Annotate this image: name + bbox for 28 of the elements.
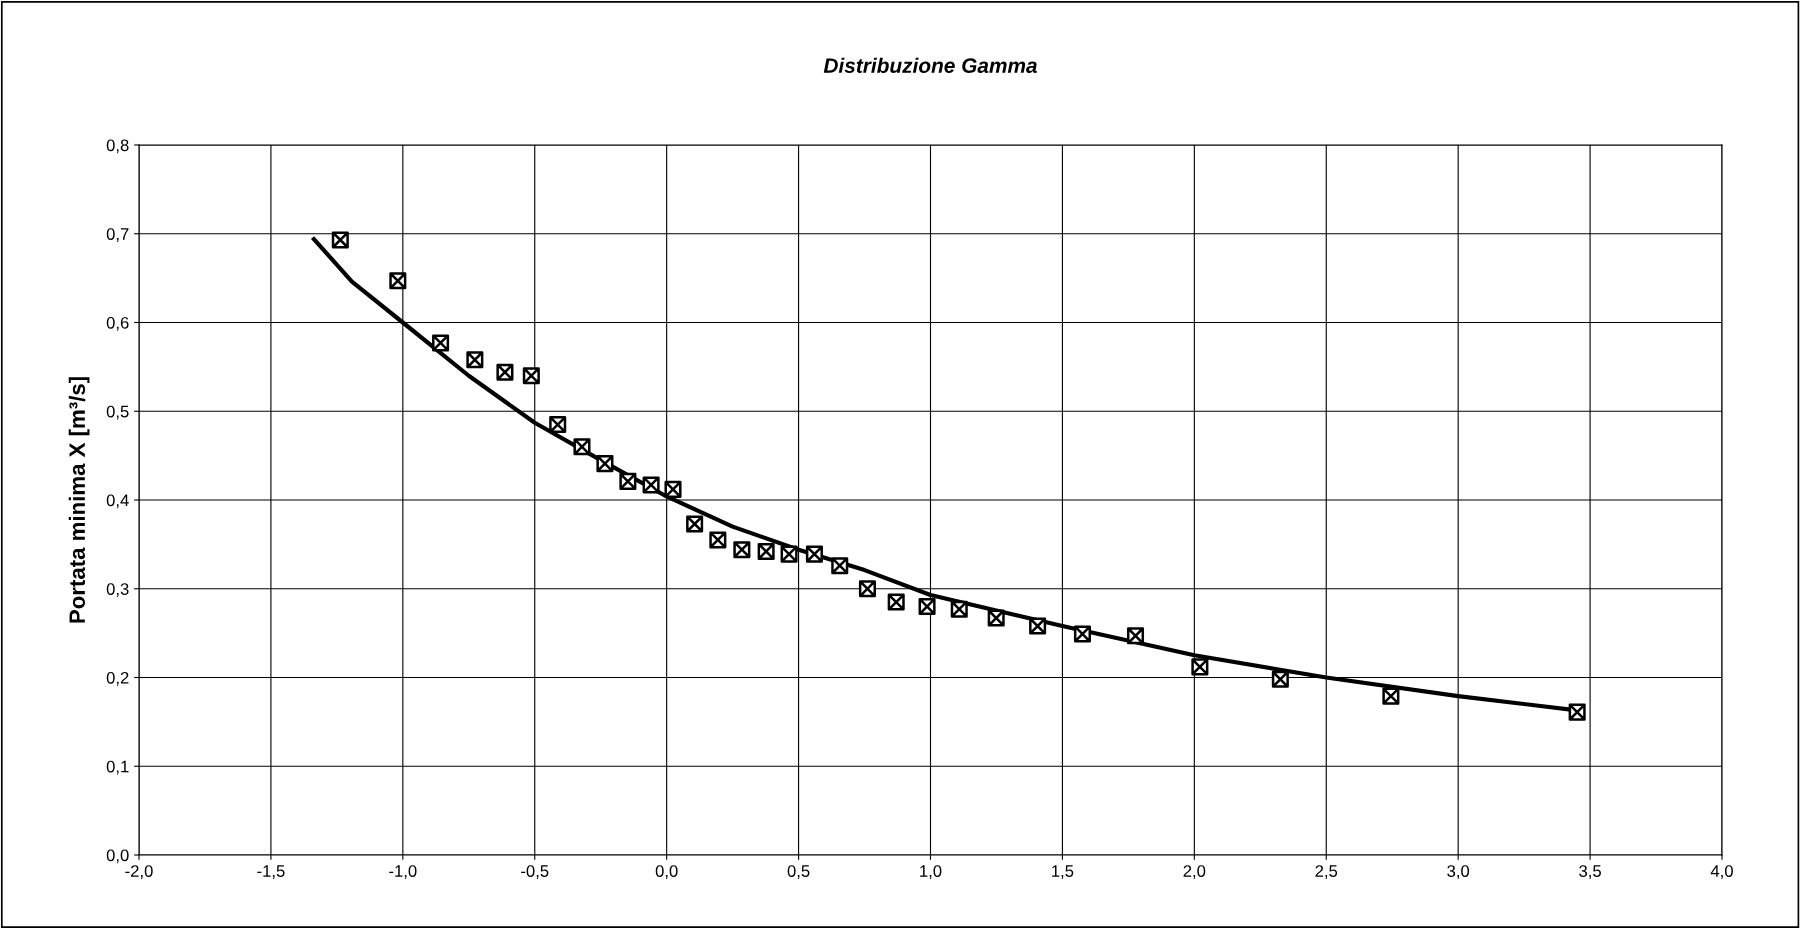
y-tick-label: 0,2 bbox=[106, 671, 129, 686]
x-tick-label: -2,0 bbox=[125, 865, 153, 879]
x-tick-label: 3,0 bbox=[1447, 865, 1470, 879]
y-tick-label: 0,7 bbox=[106, 228, 129, 242]
y-tick-label: 0,4 bbox=[106, 494, 129, 509]
x-tick-label: -1,5 bbox=[257, 865, 285, 879]
chart-title: Distribuzione Gamma bbox=[823, 57, 1037, 73]
x-tick-label: 2,5 bbox=[1315, 865, 1338, 879]
y-tick-label: 0,0 bbox=[106, 849, 129, 864]
y-tick-label: 0,8 bbox=[106, 139, 129, 154]
y-tick-label: 0,5 bbox=[106, 405, 129, 420]
x-tick-label: 0,0 bbox=[655, 865, 678, 879]
y-tick-label: 0,3 bbox=[106, 583, 129, 597]
point bbox=[1073, 625, 1091, 643]
x-tick-label: 1,5 bbox=[1052, 865, 1074, 879]
x-tick-label: 4,0 bbox=[1710, 865, 1733, 879]
x-tick-label: 0,5 bbox=[787, 865, 810, 879]
x-tick-label: 3,5 bbox=[1579, 865, 1601, 879]
x-tick-label: 1,0 bbox=[920, 865, 942, 879]
y-axis-title: Portata minima X [m³/s] bbox=[68, 377, 90, 623]
x-tick-label: -0,5 bbox=[521, 865, 549, 879]
point bbox=[573, 438, 591, 456]
y-tick-label: 0,6 bbox=[106, 316, 129, 331]
x-tick-label: -1,0 bbox=[389, 865, 417, 879]
y-tick-label: 0,1 bbox=[106, 760, 129, 775]
x-tick-label: 2,0 bbox=[1183, 865, 1206, 879]
point bbox=[664, 480, 682, 498]
point bbox=[1029, 617, 1047, 635]
